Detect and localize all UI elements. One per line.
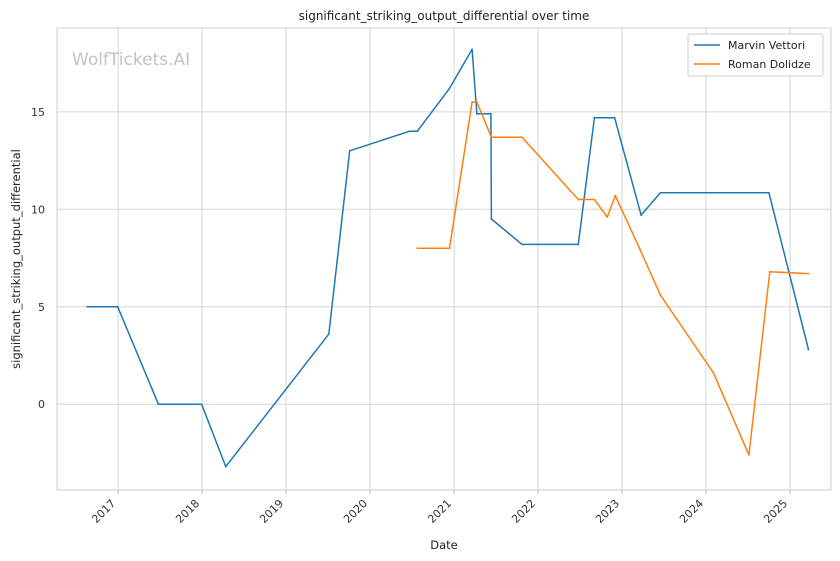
- data-point-roman-dolidze: [748, 454, 750, 456]
- x-axis: 2017 2018 2019 2020 2021 2022 2023 2024 2025: [89, 490, 791, 526]
- data-point-marvin-vettori: [157, 403, 160, 406]
- legend-label-roman-dolidze: Roman Dolidze: [728, 58, 811, 71]
- x-tick-label: 2025: [761, 497, 790, 526]
- data-point-roman-dolidze: [475, 101, 478, 103]
- data-point-marvin-vettori: [116, 305, 119, 308]
- data-point-roman-dolidze: [471, 101, 473, 103]
- data-point-marvin-vettori: [490, 218, 493, 220]
- data-point-roman-dolidze: [577, 198, 580, 201]
- data-point-marvin-vettori: [224, 465, 227, 468]
- y-axis: 0 5 10 15: [31, 106, 45, 411]
- data-point-marvin-vettori: [475, 112, 478, 115]
- plot-area: [56, 27, 832, 491]
- grid: [57, 28, 831, 490]
- data-point-roman-dolidze: [448, 247, 451, 250]
- watermark: WolfTickets.AI: [72, 50, 190, 70]
- x-tick-label: 2019: [257, 497, 286, 526]
- data-point-marvin-vettori: [490, 112, 492, 115]
- data-point-roman-dolidze: [659, 294, 662, 296]
- legend-label-marvin-vettori: Marvin Vettori: [728, 39, 805, 52]
- data-point-marvin-vettori: [327, 333, 330, 335]
- data-point-marvin-vettori: [348, 149, 351, 152]
- x-tick-label: 2020: [341, 497, 370, 526]
- data-point-marvin-vettori: [640, 214, 642, 217]
- legend: Marvin Vettori Roman Dolidze: [687, 33, 824, 77]
- data-point-marvin-vettori: [86, 305, 89, 308]
- data-point-marvin-vettori: [200, 403, 203, 406]
- data-point-roman-dolidze: [521, 136, 523, 139]
- data-point-roman-dolidze: [712, 372, 715, 374]
- data-point-marvin-vettori: [659, 191, 662, 194]
- data-point-marvin-vettori: [807, 348, 810, 351]
- series-line-roman-dolidze: [417, 101, 809, 456]
- y-axis-title: significant_striking_output_differential: [9, 149, 23, 369]
- data-point-roman-dolidze: [490, 136, 493, 139]
- x-tick-label: 2017: [89, 497, 118, 526]
- data-point-marvin-vettori: [471, 48, 473, 51]
- x-tick-label: 2023: [593, 497, 622, 526]
- data-point-roman-dolidze: [638, 247, 641, 250]
- data-point-marvin-vettori: [448, 87, 451, 90]
- y-tick-label: 5: [38, 301, 45, 314]
- x-tick-label: 2024: [677, 497, 706, 526]
- y-tick-label: 10: [31, 203, 45, 216]
- data-point-roman-dolidze: [416, 247, 419, 250]
- x-tick-label: 2022: [509, 497, 538, 526]
- data-point-marvin-vettori: [416, 130, 419, 133]
- data-point-roman-dolidze: [768, 270, 771, 273]
- legend-box: [687, 33, 824, 77]
- data-point-marvin-vettori: [768, 191, 770, 194]
- data-point-marvin-vettori: [593, 116, 596, 119]
- series-layer: [86, 48, 810, 468]
- data-point-marvin-vettori: [408, 130, 411, 133]
- data-point-roman-dolidze: [614, 194, 617, 197]
- x-tick-label: 2021: [425, 497, 454, 526]
- data-point-roman-dolidze: [593, 198, 596, 201]
- y-tick-label: 15: [31, 106, 45, 119]
- data-point-marvin-vettori: [613, 116, 616, 119]
- x-axis-title: Date: [430, 538, 458, 552]
- chart-title: significant_striking_output_differential…: [299, 9, 590, 23]
- y-tick-label: 0: [38, 398, 45, 411]
- data-point-marvin-vettori: [521, 243, 523, 246]
- data-point-roman-dolidze: [606, 216, 609, 218]
- data-point-roman-dolidze: [807, 272, 810, 275]
- series-line-marvin-vettori: [87, 48, 810, 468]
- x-tick-label: 2018: [173, 497, 202, 526]
- data-point-marvin-vettori: [577, 243, 580, 246]
